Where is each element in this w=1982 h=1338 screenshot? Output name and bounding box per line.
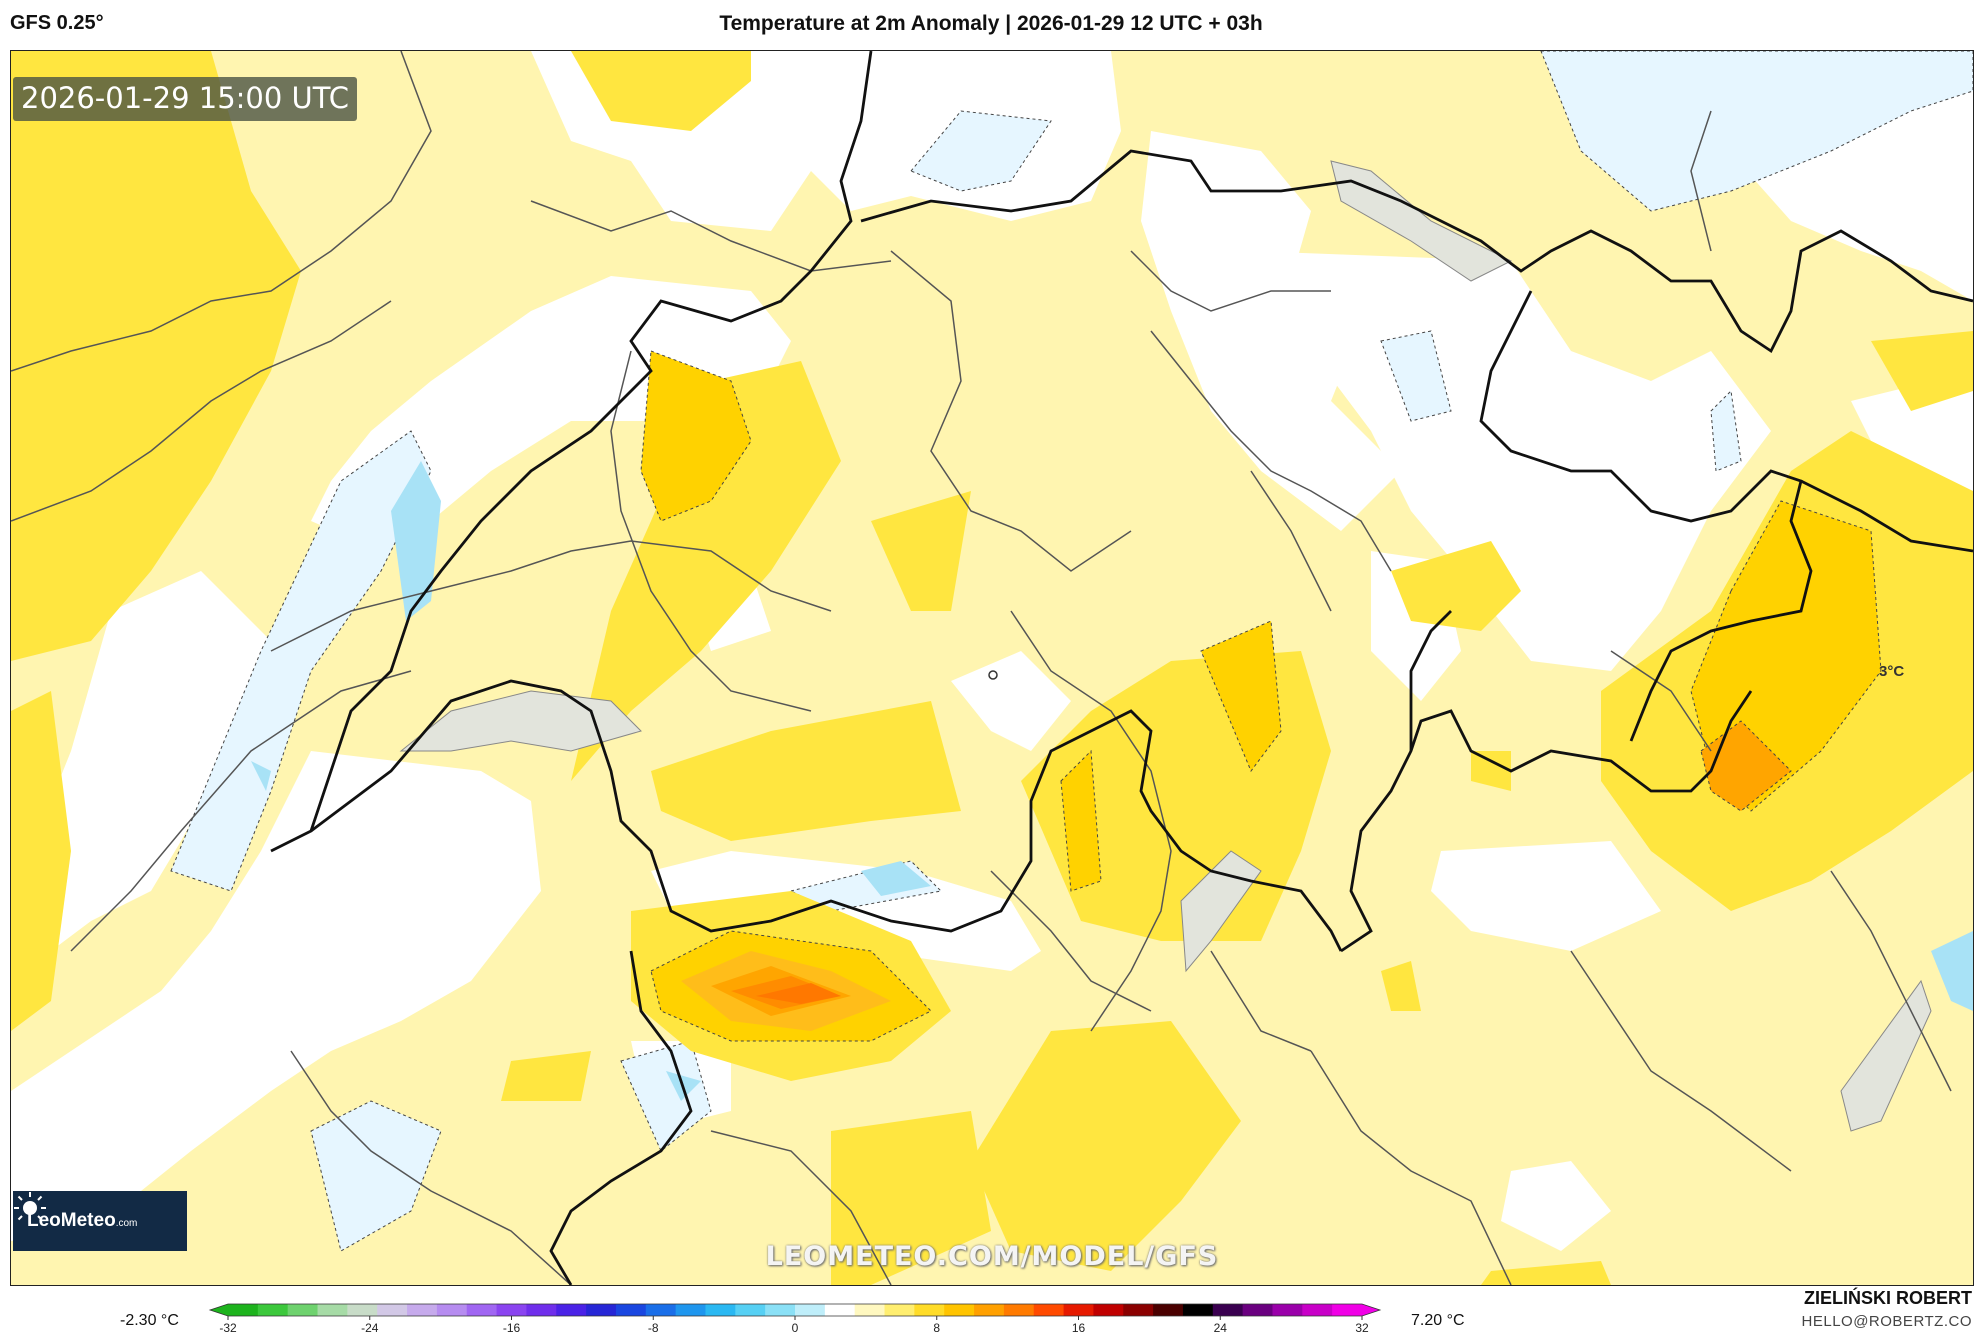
scale-swatch: [854, 1304, 886, 1316]
scale-tick-label: -32: [219, 1321, 237, 1335]
map-panel[interactable]: 2026-01-29 15:00 UTC 3°C LeoMeteo.com LE…: [10, 50, 1974, 1286]
scale-swatch: [347, 1304, 378, 1316]
scale-tick-label: 32: [1355, 1321, 1369, 1335]
scale-swatch: [914, 1304, 945, 1316]
author-name: ZIELIŃSKI ROBERT: [1803, 1288, 1972, 1308]
scale-extend-left: [210, 1304, 228, 1316]
scale-swatch: [1153, 1304, 1184, 1316]
scale-swatch: [407, 1304, 438, 1316]
scale-swatch: [586, 1304, 617, 1316]
scale-swatch: [377, 1304, 408, 1316]
leometeo-logo[interactable]: LeoMeteo.com: [13, 1191, 187, 1251]
region-borders: [11, 51, 1952, 1285]
scale-swatch: [317, 1304, 348, 1316]
scale-swatch: [466, 1304, 498, 1316]
scale-swatch: [496, 1304, 527, 1316]
scale-swatch: [615, 1304, 647, 1316]
scale-swatch: [795, 1304, 826, 1316]
scale-swatch: [1123, 1304, 1154, 1316]
scale-tick-label: -16: [503, 1321, 521, 1335]
scale-swatch: [1003, 1304, 1035, 1316]
sun-icon: [14, 1192, 46, 1224]
scale-swatch: [1302, 1304, 1333, 1316]
scale-swatch: [287, 1304, 319, 1316]
scale-swatch: [824, 1304, 856, 1316]
scale-swatch: [645, 1304, 677, 1316]
scale-tick-label: -24: [361, 1321, 379, 1335]
scale-swatch: [974, 1304, 1005, 1316]
scale-swatch: [556, 1304, 587, 1316]
logo-text: LeoMeteo.com: [27, 1210, 137, 1232]
scale-swatch: [1272, 1304, 1303, 1316]
scale-extend-right: [1362, 1304, 1380, 1316]
scale-swatch: [436, 1304, 468, 1316]
scale-tick-label: 8: [933, 1321, 940, 1335]
author-email[interactable]: HELLO@ROBERTZ.CO: [1801, 1313, 1972, 1330]
chart-title: Temperature at 2m Anomaly | 2026-01-29 1…: [719, 12, 1263, 35]
scale-tick-label: -8: [648, 1321, 659, 1335]
scale-swatch: [735, 1304, 766, 1316]
scale-swatch: [884, 1304, 915, 1316]
model-name: GFS 0.25°: [10, 12, 104, 34]
scale-swatch: [944, 1304, 975, 1316]
scale-swatch: [1033, 1304, 1065, 1316]
logo-suffix: .com: [115, 1218, 138, 1229]
logo-name: LeoMeteo: [27, 1210, 116, 1231]
scale-swatch: [1093, 1304, 1124, 1316]
scale-swatch: [1332, 1304, 1363, 1316]
color-scale-bar: -32 -24 -16 -8 0 8 16 24 32: [208, 1303, 1382, 1335]
site-watermark: LEOMETEO.COM/MODEL/GFS: [765, 1241, 1219, 1272]
map-point-marker: [988, 670, 998, 680]
scale-tick-label: 16: [1072, 1321, 1086, 1335]
scale-swatch: [705, 1304, 736, 1316]
scale-swatch: [1182, 1304, 1214, 1316]
scale-swatch: [257, 1304, 289, 1316]
scale-swatch: [1063, 1304, 1094, 1316]
scale-swatch: [1212, 1304, 1244, 1316]
anomaly-map: [11, 51, 1973, 1285]
scale-swatch: [526, 1304, 557, 1316]
legend-max-value: 7.20 °C: [1411, 1312, 1465, 1329]
scale-tick-label: 24: [1214, 1321, 1228, 1335]
legend-min-value: -2.30 °C: [120, 1312, 179, 1329]
scale-swatch: [675, 1304, 706, 1316]
scale-swatch: [1242, 1304, 1273, 1316]
scale-swatch: [228, 1304, 259, 1316]
contour-label: 3°C: [1879, 663, 1905, 680]
valid-time-badge: 2026-01-29 15:00 UTC: [13, 77, 358, 121]
scale-swatch: [765, 1304, 796, 1316]
scale-tick-label: 0: [792, 1321, 799, 1335]
country-borders: [270, 51, 1973, 1285]
